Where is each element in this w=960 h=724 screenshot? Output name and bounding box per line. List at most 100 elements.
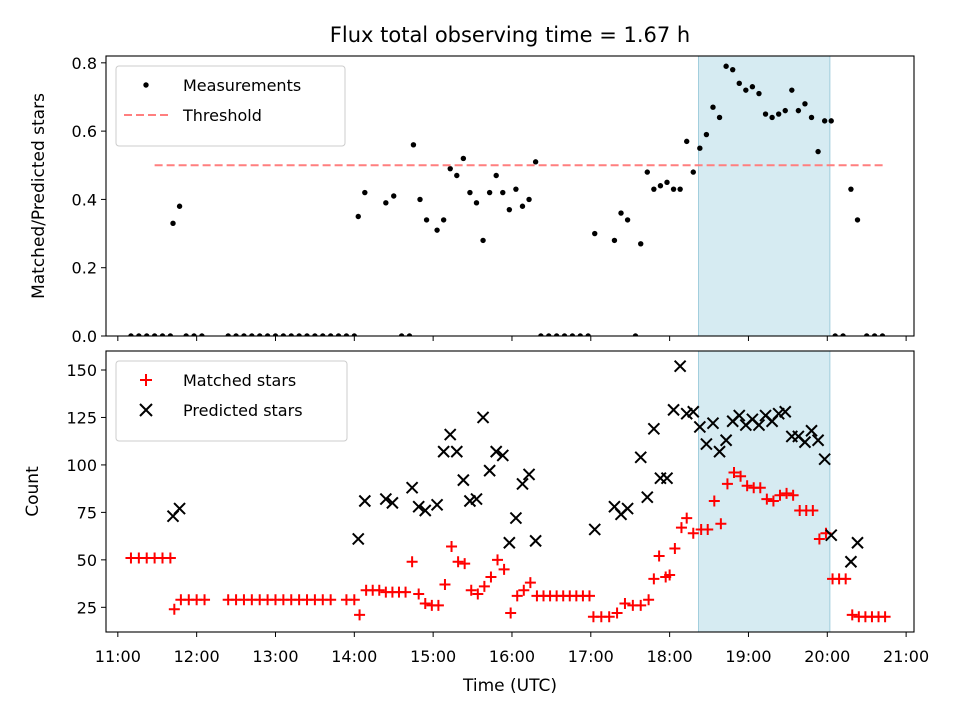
matched-star-point xyxy=(325,594,337,606)
legend-box xyxy=(115,360,348,442)
measurement-point xyxy=(821,118,828,124)
predicted-star-point xyxy=(522,468,536,481)
measurement-point xyxy=(532,159,539,165)
matched-star-point xyxy=(653,550,665,562)
measurement-point xyxy=(343,333,350,336)
measurement-point xyxy=(264,333,271,336)
x-tick-label: 20:00 xyxy=(804,647,850,666)
measurement-point xyxy=(756,90,762,97)
predicted-star-point xyxy=(358,494,372,508)
measurement-point xyxy=(716,114,723,121)
predicted-star-point xyxy=(844,555,858,568)
x-tick-label: 13:00 xyxy=(252,647,298,666)
measurement-point xyxy=(651,186,657,192)
measurement-point xyxy=(854,217,861,223)
measurement-point xyxy=(577,333,583,336)
matched-star-point xyxy=(413,588,425,600)
matched-star-point xyxy=(518,584,530,596)
measurement-point xyxy=(561,333,568,336)
x-tick-label: 11:00 xyxy=(95,647,141,666)
measurement-point xyxy=(398,333,405,336)
measurement-point xyxy=(848,186,854,192)
measurement-point xyxy=(592,230,598,237)
measurement-point xyxy=(802,101,808,107)
measurement-point xyxy=(136,333,142,336)
legend: Matched stars Predicted stars xyxy=(115,360,348,442)
y-tick-label: 25 xyxy=(77,598,97,617)
measurement-point xyxy=(513,186,519,192)
plot-area xyxy=(128,63,886,336)
measurement-point xyxy=(467,189,473,196)
matched-star-point xyxy=(669,542,681,554)
predicted-star-point xyxy=(173,502,186,515)
axes-frame xyxy=(105,350,915,633)
legend-box xyxy=(115,65,346,147)
matched-star-point xyxy=(721,478,733,490)
measurement-point xyxy=(569,333,576,336)
measurement-point xyxy=(815,148,821,155)
measurement-point xyxy=(538,333,544,336)
measurement-point xyxy=(480,237,486,244)
matched-star-point xyxy=(687,527,699,539)
measurement-point xyxy=(417,196,423,203)
legend: Measurements Threshold xyxy=(115,65,346,147)
measurement-point xyxy=(795,107,802,114)
measurement-point xyxy=(684,138,690,145)
predicted-star-point xyxy=(673,359,687,373)
matched-star-point xyxy=(168,603,180,615)
legend-label: Matched stars xyxy=(183,371,296,390)
measurement-point xyxy=(128,333,134,336)
predicted-star-point xyxy=(667,403,680,417)
measurement-point xyxy=(729,66,736,73)
matched-star-point xyxy=(774,489,786,501)
measurement-point xyxy=(723,63,729,69)
legend-marker xyxy=(143,82,149,88)
predicted-star-point xyxy=(811,434,825,447)
matched-star-point xyxy=(400,586,412,598)
predicted-star-point xyxy=(516,477,529,491)
predicted-star-point xyxy=(779,405,792,418)
measurement-point xyxy=(383,200,389,206)
axes-frame xyxy=(105,55,915,337)
matched-star-point xyxy=(741,480,753,492)
predicted-star-point xyxy=(457,473,470,487)
plot-area xyxy=(125,359,891,623)
measurement-point xyxy=(546,333,552,336)
highlight-span xyxy=(698,350,831,633)
matched-star-point xyxy=(754,482,766,494)
legend-label: Threshold xyxy=(182,106,262,125)
measurement-point xyxy=(447,165,453,172)
matched-star-point xyxy=(583,590,595,602)
measurement-point xyxy=(690,169,696,175)
measurement-point xyxy=(644,169,650,175)
measurement-point xyxy=(553,333,560,336)
matched-star-point xyxy=(432,599,444,611)
predicted-star-point xyxy=(437,445,450,458)
measurement-point xyxy=(782,107,788,114)
measurement-point xyxy=(736,80,742,87)
measurement-point xyxy=(473,200,480,206)
predicted-star-point xyxy=(476,411,490,424)
matched-star-point xyxy=(524,577,536,589)
measurement-point xyxy=(362,189,368,196)
predicted-star-point xyxy=(450,445,463,458)
matched-star-point xyxy=(648,573,660,585)
measurement-point xyxy=(151,333,158,336)
measurement-point xyxy=(434,227,440,233)
matched-star-point xyxy=(635,599,647,611)
predicted-star-point xyxy=(496,449,509,462)
y-tick-label: 0.6 xyxy=(72,122,97,141)
bottom-panel-counts: 25 50 75 100 125 150 11:00 12:00 13:00 14:00 15:00… xyxy=(23,350,929,666)
predicted-star-point xyxy=(687,405,700,418)
measurement-point xyxy=(280,333,287,336)
matched-star-point xyxy=(611,607,623,619)
x-tick-label: 16:00 xyxy=(489,647,535,666)
y-tick-label: 0.8 xyxy=(72,54,97,73)
measurement-point xyxy=(500,189,506,196)
measurement-point xyxy=(257,333,263,336)
measurement-point xyxy=(159,333,166,336)
matched-star-point xyxy=(767,495,779,507)
matched-star-point xyxy=(348,594,360,606)
